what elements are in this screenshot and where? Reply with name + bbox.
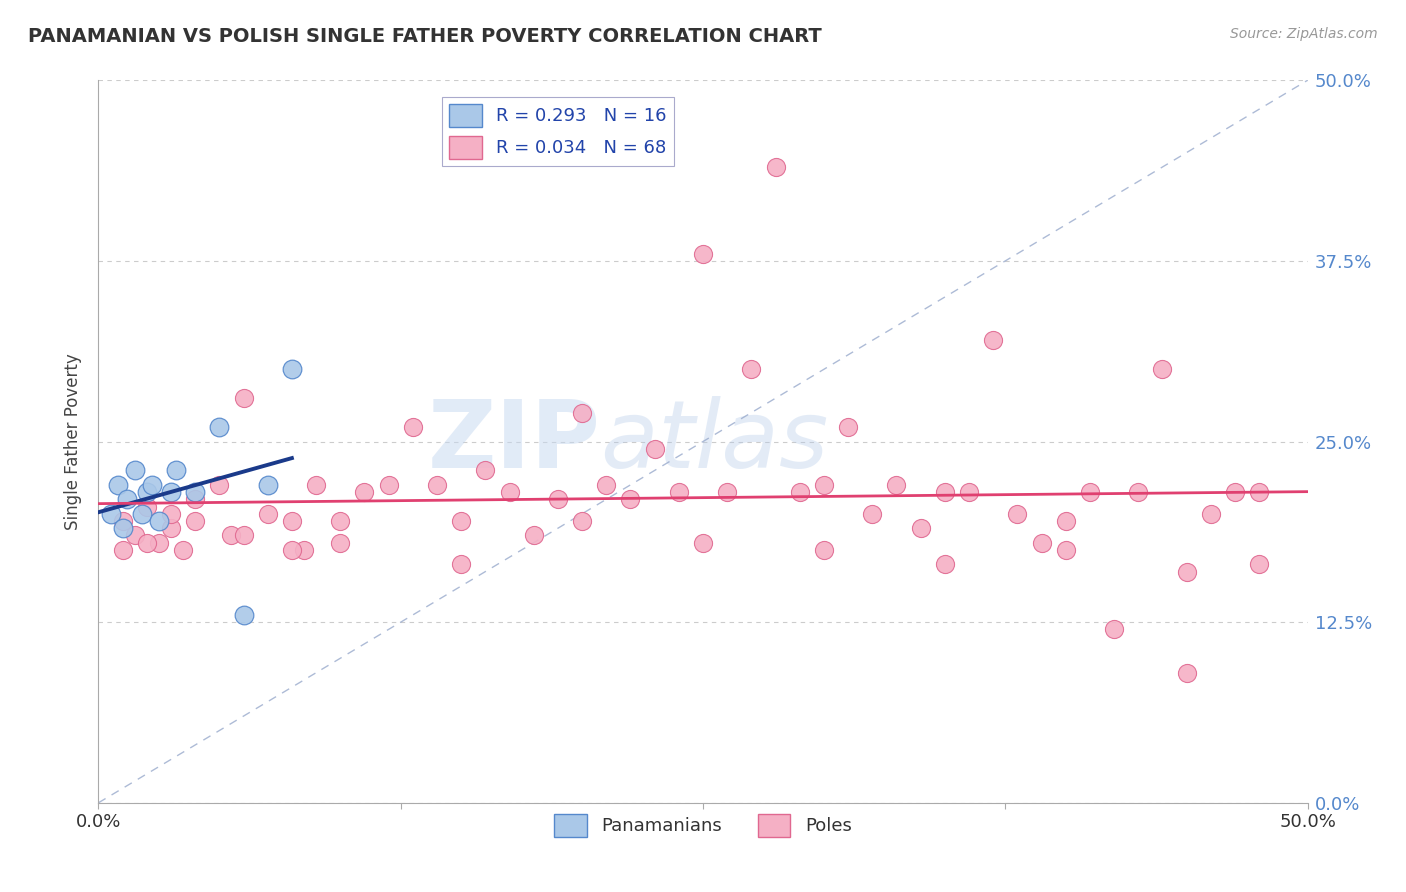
Point <box>184 485 207 500</box>
Point <box>232 607 254 622</box>
Point <box>813 542 835 557</box>
Point <box>131 507 153 521</box>
Point <box>148 535 170 549</box>
Point <box>523 528 546 542</box>
Point <box>100 507 122 521</box>
Point <box>957 485 980 500</box>
Point <box>1249 558 1271 572</box>
Point <box>981 334 1004 348</box>
Point <box>111 514 134 528</box>
Point <box>1054 514 1077 528</box>
Point <box>571 406 593 420</box>
Point <box>402 420 425 434</box>
Point <box>837 420 859 434</box>
Point <box>426 478 449 492</box>
Point <box>329 514 352 528</box>
Point <box>474 463 496 477</box>
Point <box>160 521 183 535</box>
Point <box>135 535 157 549</box>
Point <box>716 485 738 500</box>
Point <box>353 485 375 500</box>
Point <box>281 542 304 557</box>
Point <box>135 485 157 500</box>
Point <box>1054 542 1077 557</box>
Point <box>1175 565 1198 579</box>
Point <box>148 514 170 528</box>
Point <box>232 391 254 405</box>
Point <box>172 542 194 557</box>
Point <box>111 521 134 535</box>
Point <box>644 442 666 456</box>
Point <box>547 492 569 507</box>
Legend: Panamanians, Poles: Panamanians, Poles <box>547 806 859 845</box>
Point <box>124 463 146 477</box>
Point <box>692 246 714 260</box>
Point <box>221 528 243 542</box>
Point <box>256 507 278 521</box>
Point <box>256 478 278 492</box>
Point <box>160 507 183 521</box>
Point <box>165 463 187 477</box>
Point <box>1152 362 1174 376</box>
Point <box>141 478 163 492</box>
Point <box>184 492 207 507</box>
Point <box>329 535 352 549</box>
Point <box>450 558 472 572</box>
Point <box>934 485 956 500</box>
Point <box>450 514 472 528</box>
Point <box>117 492 139 507</box>
Point <box>1175 665 1198 680</box>
Point <box>934 558 956 572</box>
Point <box>1031 535 1053 549</box>
Point <box>208 478 231 492</box>
Point <box>789 485 811 500</box>
Point <box>232 528 254 542</box>
Point <box>107 478 129 492</box>
Point <box>740 362 762 376</box>
Point <box>111 542 134 557</box>
Text: PANAMANIAN VS POLISH SINGLE FATHER POVERTY CORRELATION CHART: PANAMANIAN VS POLISH SINGLE FATHER POVER… <box>28 27 823 45</box>
Point <box>1102 623 1125 637</box>
Point <box>208 420 231 434</box>
Point <box>292 542 315 557</box>
Point <box>305 478 328 492</box>
Point <box>910 521 932 535</box>
Point <box>498 485 520 500</box>
Point <box>886 478 908 492</box>
Point <box>595 478 617 492</box>
Point <box>160 485 183 500</box>
Point <box>1249 485 1271 500</box>
Text: Source: ZipAtlas.com: Source: ZipAtlas.com <box>1230 27 1378 41</box>
Text: ZIP: ZIP <box>427 395 600 488</box>
Y-axis label: Single Father Poverty: Single Father Poverty <box>65 353 83 530</box>
Point <box>1199 507 1222 521</box>
Point <box>1223 485 1246 500</box>
Point <box>124 528 146 542</box>
Point <box>668 485 690 500</box>
Point <box>860 507 883 521</box>
Point <box>571 514 593 528</box>
Point <box>813 478 835 492</box>
Point <box>184 514 207 528</box>
Point <box>135 500 157 514</box>
Point <box>281 514 304 528</box>
Point <box>1007 507 1029 521</box>
Point <box>692 535 714 549</box>
Point <box>1128 485 1150 500</box>
Point <box>765 160 787 174</box>
Point <box>281 362 304 376</box>
Point <box>619 492 641 507</box>
Text: atlas: atlas <box>600 396 828 487</box>
Point <box>377 478 399 492</box>
Point <box>1078 485 1101 500</box>
